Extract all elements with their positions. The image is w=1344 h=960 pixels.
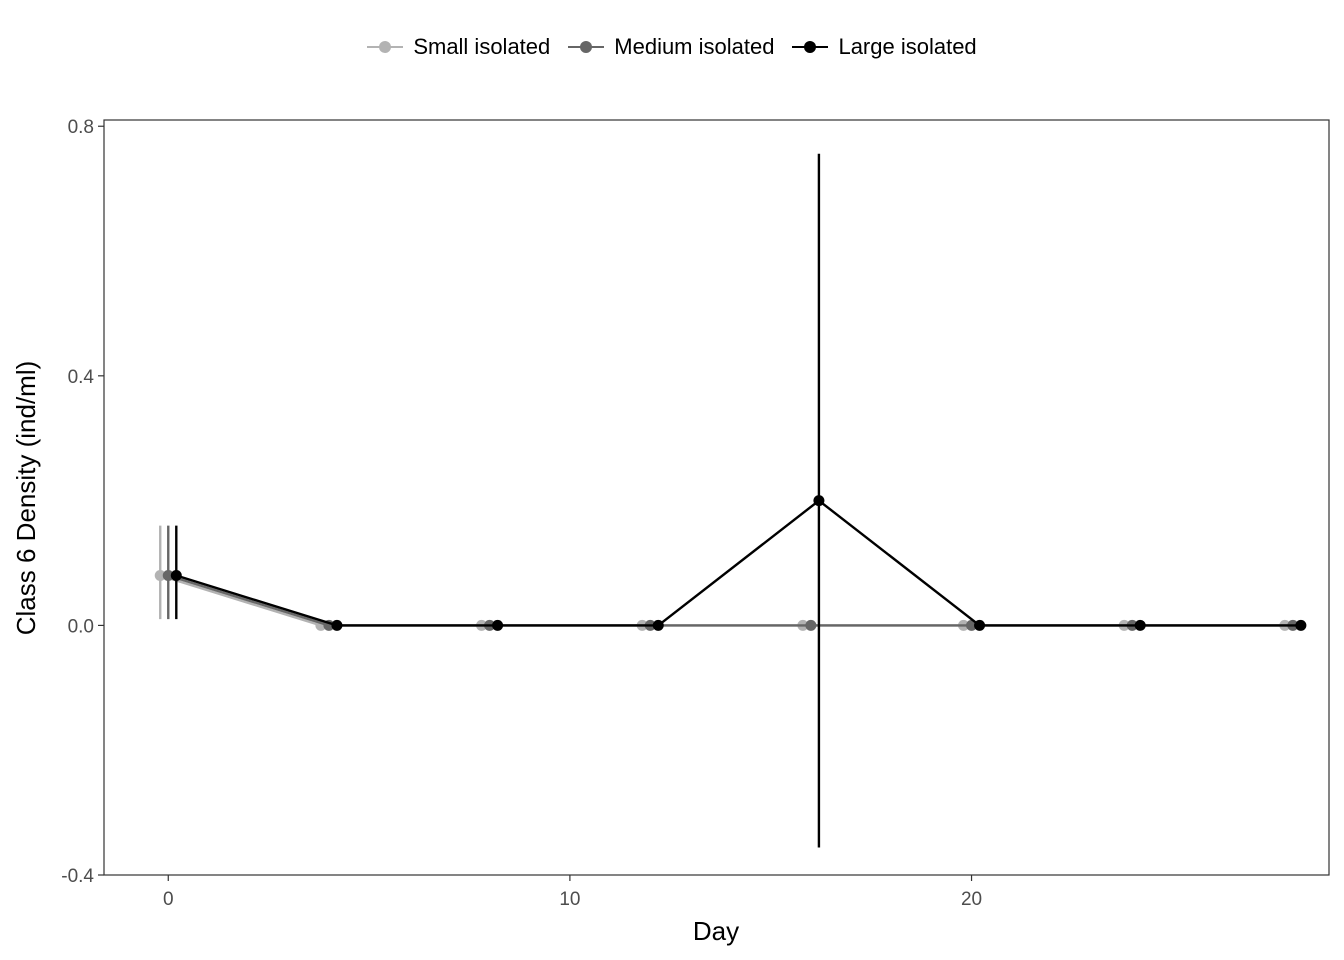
x-tick-label: 20 <box>961 889 982 910</box>
plot-panel <box>103 119 1330 876</box>
series-large-isolated <box>170 153 1307 848</box>
data-point <box>652 619 664 631</box>
legend-key <box>568 37 605 57</box>
x-tick-label: 0 <box>163 889 174 910</box>
legend-key <box>367 37 404 57</box>
data-point <box>170 569 182 581</box>
data-point <box>974 619 986 631</box>
data-point <box>813 495 825 507</box>
legend-point <box>804 41 817 53</box>
y-axis-title: Class 6 Density (ind/ml) <box>11 361 41 636</box>
legend-label: Medium isolated <box>614 34 775 59</box>
x-axis-title: Day <box>693 916 739 946</box>
legend-item: Small isolated <box>367 34 550 60</box>
legend-label: Small isolated <box>413 34 551 59</box>
legend: Small isolated Medium isolated Large isola… <box>0 34 1344 60</box>
y-tick-label: 0.4 <box>68 367 95 388</box>
data-point <box>331 619 343 631</box>
legend-item: Large isolated <box>792 34 977 60</box>
data-point <box>1295 619 1307 631</box>
legend-key <box>792 37 829 57</box>
y-tick-label: 0.8 <box>68 117 94 138</box>
legend-item: Medium isolated <box>568 34 774 60</box>
data-point <box>162 569 174 581</box>
data-point <box>492 619 504 631</box>
legend-point <box>580 41 593 53</box>
y-tick-label: 0.0 <box>68 616 94 637</box>
legend-label: Large isolated <box>838 34 977 59</box>
data-point <box>154 569 166 581</box>
data-point <box>1134 619 1146 631</box>
y-tick-label: -0.4 <box>61 866 94 887</box>
legend-point <box>379 41 392 53</box>
data-point <box>805 619 817 631</box>
series-line <box>175 499 1301 627</box>
x-tick-label: 10 <box>559 889 580 910</box>
